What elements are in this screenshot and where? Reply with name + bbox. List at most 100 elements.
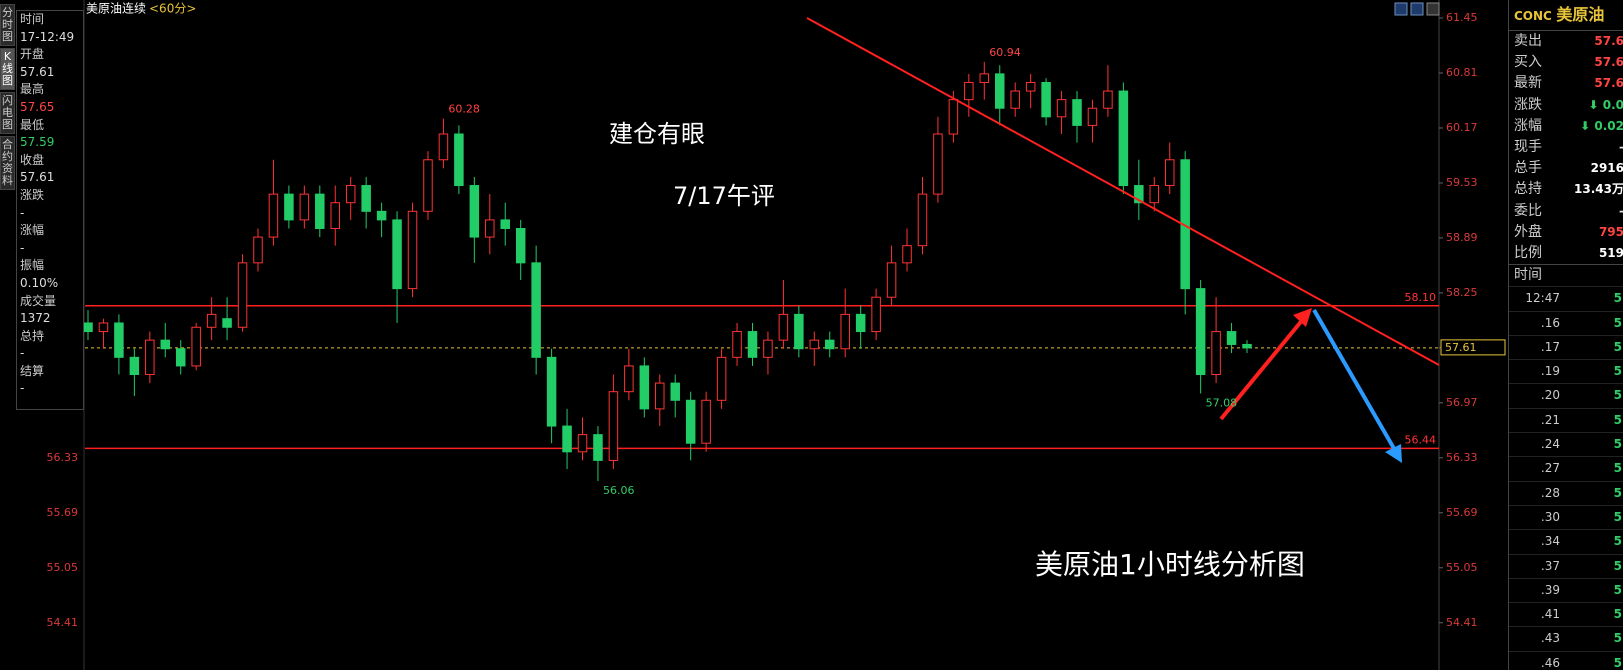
trade-value: 5: [1613, 339, 1622, 354]
quote-value: -: [1619, 137, 1623, 158]
y-tick-label: 61.45: [1446, 11, 1478, 24]
candle-body: [129, 356, 140, 376]
trade-row: .19 5: [1509, 359, 1623, 383]
annotation: 建仓有眼: [609, 120, 705, 148]
last-price-box: [1440, 339, 1506, 356]
level-label: 56.44: [1405, 433, 1437, 446]
high-label: 60.94: [989, 46, 1021, 59]
info-value: 57.65: [20, 99, 55, 114]
chart-title: 美原油连续: [86, 1, 146, 16]
trade-row: 12:47 5: [1509, 286, 1623, 310]
trade-time: 12:47: [1525, 291, 1560, 306]
level-label: 58.10: [1405, 291, 1437, 304]
candle-body: [284, 193, 294, 221]
info-value: 57.61: [20, 170, 55, 185]
chart-period: <60分>: [149, 2, 196, 16]
trade-row: .39 5: [1509, 577, 1623, 602]
quote-code: CONC: [1514, 9, 1552, 23]
quote-row: 外盘 795: [1509, 222, 1623, 243]
trade-row: .46 5: [1509, 650, 1623, 670]
candle-body: [840, 313, 850, 350]
info-label: 收盘: [20, 152, 45, 167]
candle-body: [1149, 185, 1160, 204]
y-tick-label: 55.05: [1446, 561, 1478, 574]
candle-body: [577, 434, 588, 453]
trade-value: 5: [1613, 291, 1622, 306]
quote-label: 涨幅: [1514, 117, 1542, 134]
trade-row: .16 5: [1509, 310, 1623, 335]
y-tick-label: 55.69: [1446, 506, 1478, 519]
sidebar-tab[interactable]: 合约资料: [0, 136, 15, 190]
candle-body: [253, 236, 263, 264]
quote-row: 委比 -: [1509, 201, 1623, 222]
trades-rows: 12:47 5.16 5.17 5.19 5.20 5.21 5.24 5.27 5.28 5.3…: [1509, 286, 1623, 670]
candle-body: [778, 313, 789, 341]
info-value: -: [20, 240, 25, 255]
candle-body: [392, 219, 402, 290]
trade-row: .37 5: [1509, 553, 1623, 578]
quote-row: 比例 519: [1509, 243, 1623, 264]
icon-button[interactable]: [1394, 2, 1408, 16]
trade-time: .20: [1540, 388, 1560, 403]
y-tick-label-left: 55.05: [47, 561, 79, 574]
candle-body: [454, 133, 464, 187]
icon-button[interactable]: [1426, 2, 1440, 16]
down-arrow-head: [1385, 444, 1402, 463]
candle-body: [655, 382, 665, 410]
candle-body: [994, 73, 1005, 109]
y-tick-label: 56.97: [1446, 396, 1478, 409]
candle-body: [1025, 81, 1036, 92]
quote-label: 外盘: [1514, 223, 1542, 240]
candle-body: [345, 185, 356, 204]
trade-row: .30 5: [1509, 504, 1623, 529]
info-label: 开盘: [20, 47, 45, 62]
trade-value: 5: [1613, 437, 1622, 452]
y-tick-label: 54.41: [1446, 616, 1478, 629]
sidebar-tab[interactable]: K线图: [0, 48, 15, 90]
info-value: 57.59: [20, 135, 55, 150]
candle-body: [886, 262, 897, 298]
trade-time: .30: [1540, 509, 1560, 524]
last-price-label: 57.61: [1445, 341, 1477, 354]
candle-body: [933, 133, 943, 195]
trade-time: .34: [1540, 534, 1560, 549]
candle-body: [562, 425, 572, 453]
trade-row: .41 5: [1509, 602, 1623, 626]
quote-label: 现手: [1514, 138, 1542, 155]
candle-body: [732, 331, 742, 358]
sidebar-tab[interactable]: 分时图: [0, 4, 15, 46]
trade-time: .41: [1540, 607, 1560, 622]
trade-row: .17 5: [1509, 334, 1623, 359]
candle-body: [948, 99, 959, 135]
candle-body: [500, 219, 510, 229]
candle-body: [964, 81, 974, 101]
trade-value: 5: [1613, 485, 1622, 500]
candle-body: [624, 365, 634, 393]
trade-time: .28: [1540, 485, 1560, 500]
quote-value: 519: [1598, 245, 1623, 260]
trade-value: 5: [1613, 461, 1622, 476]
candle-body: [1118, 90, 1129, 187]
quote-row: 最新 57.6: [1509, 73, 1623, 94]
icon-button[interactable]: [1410, 2, 1424, 16]
sidebar-tab[interactable]: 闪电图: [0, 92, 15, 134]
info-value: -: [20, 381, 25, 396]
quote-label: 买入: [1514, 54, 1542, 71]
quote-value: 795: [1598, 224, 1623, 239]
quote-rows: 卖出 57.6 买入 57.6 最新 57.6 涨跌 ⬇ 0.0 涨幅 ⬇ 0.02 现手 - 总手 29…: [1509, 31, 1623, 264]
down-arrow: [1312, 308, 1398, 454]
trend-line: [806, 17, 1440, 366]
trade-value: 5: [1613, 558, 1622, 573]
trade-value: 5: [1613, 388, 1622, 403]
trade-row: .34 5: [1509, 529, 1623, 553]
candle-body: [145, 339, 155, 376]
trade-value: 5: [1613, 655, 1622, 670]
candle-body: [685, 399, 696, 444]
quote-panel: CONC 美原油 卖出 57.6 买入 57.6 最新 57.6 涨跌 ⬇ 0.0 涨幅 ⬇ 0.…: [1508, 0, 1623, 670]
info-label: 时间: [20, 12, 45, 26]
quote-value: 57.6: [1594, 34, 1623, 48]
trade-value: 5: [1613, 631, 1622, 646]
annotation: 美原油1小时线分析图: [1035, 548, 1305, 581]
y-tick-label: 60.17: [1446, 121, 1478, 134]
